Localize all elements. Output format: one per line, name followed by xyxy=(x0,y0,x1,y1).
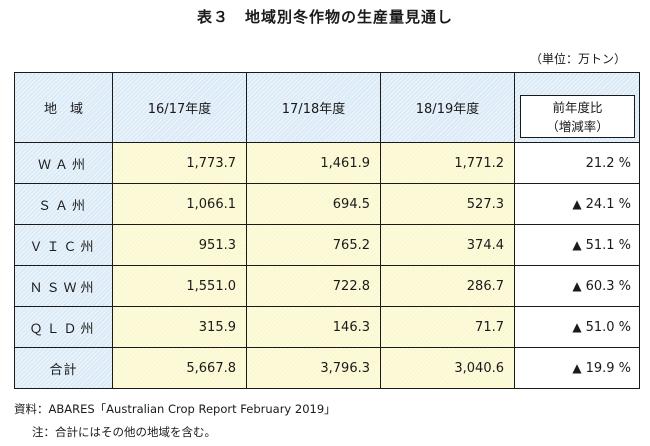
header-year-1617: 16/17年度 xyxy=(112,72,247,143)
change-value: 19.9 % xyxy=(585,360,631,376)
row-region: ＷＡ州 xyxy=(14,142,113,184)
value-1617: 951.3 xyxy=(112,224,247,266)
value-1617: 1,551.0 xyxy=(112,265,247,307)
value-1819: 374.4 xyxy=(380,224,515,266)
unit-label: （単位：万トン） xyxy=(529,52,626,66)
value-1718: 3,796.3 xyxy=(246,347,381,389)
decrease-triangle-icon: ▲ xyxy=(572,196,582,211)
change-value: 51.1 % xyxy=(585,237,631,253)
value-1718: 722.8 xyxy=(246,265,381,307)
header-row: 地 域 16/17年度 17/18年度 18/19年度 前年度比 （増減率） xyxy=(14,72,640,143)
value-1819: 527.3 xyxy=(380,183,515,225)
value-1819: 1,771.2 xyxy=(380,142,515,184)
change-value: 51.0 % xyxy=(585,319,631,335)
value-1718: 765.2 xyxy=(246,224,381,266)
header-change: 前年度比 （増減率） xyxy=(514,72,640,143)
value-1819: 286.7 xyxy=(380,265,515,307)
table-row: ＷＡ州 1,773.7 1,461.9 1,771.2 21.2 % xyxy=(14,142,640,184)
row-region: 合計 xyxy=(14,347,113,389)
footnote: 注：合計にはその他の地域を含む。 xyxy=(32,425,216,439)
value-change: ▲ 51.0 % xyxy=(514,306,640,348)
table-title: 表３ 地域別冬作物の生産量見通し xyxy=(196,8,453,26)
change-value: 24.1 % xyxy=(585,196,631,212)
value-1617: 315.9 xyxy=(112,306,247,348)
value-1718: 694.5 xyxy=(246,183,381,225)
value-1819: 71.7 xyxy=(380,306,515,348)
row-region: ＶＩＣ州 xyxy=(14,224,113,266)
decrease-triangle-icon: ▲ xyxy=(572,360,582,375)
value-1617: 1,066.1 xyxy=(112,183,247,225)
table-row: ＳＡ州 1,066.1 694.5 527.3 ▲ 24.1 % xyxy=(14,183,640,225)
header-change-box: 前年度比 （増減率） xyxy=(520,95,635,138)
value-1718: 1,461.9 xyxy=(246,142,381,184)
value-1819: 3,040.6 xyxy=(380,347,515,389)
value-change: 21.2 % xyxy=(514,142,640,184)
value-change: ▲ 24.1 % xyxy=(514,183,640,225)
table-row: ＮＳＷ州 1,551.0 722.8 286.7 ▲ 60.3 % xyxy=(14,265,640,307)
table-row-total: 合計 5,667.8 3,796.3 3,040.6 ▲ 19.9 % xyxy=(14,347,640,389)
row-region: ＱＬＤ州 xyxy=(14,306,113,348)
value-1617: 1,773.7 xyxy=(112,142,247,184)
value-1718: 146.3 xyxy=(246,306,381,348)
header-change-title: 前年度比 xyxy=(552,100,603,115)
decrease-triangle-icon: ▲ xyxy=(572,278,582,293)
table-row: ＱＬＤ州 315.9 146.3 71.7 ▲ 51.0 % xyxy=(14,306,640,348)
row-region: ＮＳＷ州 xyxy=(14,265,113,307)
change-value: 60.3 % xyxy=(585,278,631,294)
row-region: ＳＡ州 xyxy=(14,183,113,225)
value-change: ▲ 60.3 % xyxy=(514,265,640,307)
value-change: ▲ 19.9 % xyxy=(514,347,640,389)
header-region: 地 域 xyxy=(14,72,113,143)
change-value: 21.2 % xyxy=(585,155,631,171)
header-change-subtitle: （増減率） xyxy=(546,119,609,134)
value-change: ▲ 51.1 % xyxy=(514,224,640,266)
source-note: 資料：ABARES「Australian Crop Report Februar… xyxy=(14,402,336,416)
value-1617: 5,667.8 xyxy=(112,347,247,389)
decrease-triangle-icon: ▲ xyxy=(572,237,582,252)
table-row: ＶＩＣ州 951.3 765.2 374.4 ▲ 51.1 % xyxy=(14,224,640,266)
production-table: 地 域 16/17年度 17/18年度 18/19年度 前年度比 （増減率） Ｗ… xyxy=(14,72,640,389)
header-year-1718: 17/18年度 xyxy=(246,72,381,143)
decrease-triangle-icon: ▲ xyxy=(572,319,582,334)
header-year-1819: 18/19年度 xyxy=(380,72,515,143)
